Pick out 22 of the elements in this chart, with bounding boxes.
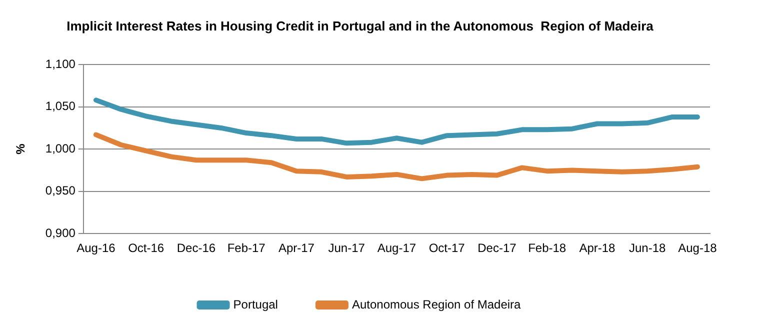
y-tick-label: 0,950 — [45, 184, 76, 198]
x-tick-label: Oct-16 — [128, 241, 164, 256]
x-tick-label: Aug-16 — [76, 241, 116, 256]
chart-title: Implicit Interest Rates in Housing Credit in Portugal and in the Autonomous Region of Madeira — [66, 18, 654, 34]
y-tick-label: 0,900 — [45, 226, 76, 240]
x-tick-label: Dec-16 — [176, 241, 216, 256]
x-tick-label: Oct-17 — [428, 241, 466, 256]
legend-label: Portugal — [233, 297, 278, 312]
x-tick-label: Aug-18 — [678, 241, 718, 256]
y-tick-label: 1,050 — [45, 99, 76, 114]
y-tick-label: 1,000 — [45, 141, 76, 156]
x-tick-label: Aug-17 — [377, 241, 416, 256]
x-tick-label: Dec-17 — [478, 241, 517, 256]
y-tick-label: 1,100 — [45, 56, 76, 71]
x-tick-label: Apr-18 — [579, 241, 616, 256]
x-tick-label: Feb-17 — [227, 241, 266, 256]
x-tick-label: Apr-17 — [278, 241, 315, 256]
y-axis-title: % — [14, 143, 28, 154]
x-tick-label: Jun-18 — [628, 241, 666, 256]
x-tick-label: Feb-18 — [528, 241, 566, 256]
x-tick-label: Jun-17 — [328, 241, 366, 256]
legend-label: Autonomous Region of Madeira — [352, 297, 522, 312]
